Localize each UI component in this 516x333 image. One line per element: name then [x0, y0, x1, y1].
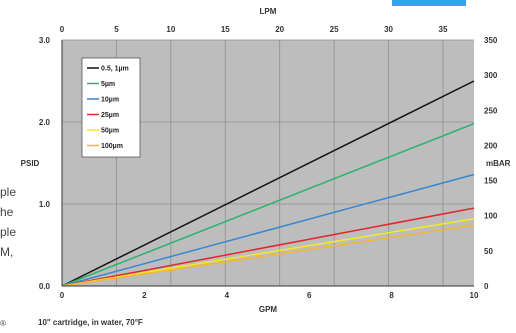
x-axis-title: GPM — [259, 305, 278, 314]
y-tick-label: 1.0 — [39, 200, 51, 209]
x-tick-label: 4 — [225, 291, 230, 300]
legend-label: 5µm — [101, 81, 115, 88]
edge-text-fragment: ple — [0, 225, 17, 239]
y2-tick-label: 250 — [484, 106, 498, 115]
footnote: 10" cartridge, in water, 70°F — [38, 318, 143, 327]
edge-text-fragment: he — [0, 205, 14, 219]
y-axis-title: PSID — [21, 159, 40, 168]
y2-tick-label: 200 — [484, 141, 498, 150]
x2-tick-label: 30 — [384, 25, 393, 34]
y-tick-label: 2.0 — [39, 118, 51, 127]
series-line — [61, 80, 475, 287]
x2-tick-label: 10 — [166, 25, 175, 34]
series-line — [61, 218, 475, 287]
x-tick-label: 0 — [60, 291, 65, 300]
edge-text-fragment: ® — [0, 319, 6, 328]
x-tick-label: 6 — [307, 291, 312, 300]
y2-axis-title: mBAR — [486, 159, 511, 168]
series-line — [61, 207, 475, 287]
x-tick-label: 8 — [389, 291, 394, 300]
legend-label: 25µm — [101, 112, 119, 119]
accent-bar — [392, 0, 466, 6]
legend-label: 100µm — [101, 143, 123, 150]
x2-tick-label: 35 — [439, 25, 448, 34]
y2-tick-label: 100 — [484, 212, 498, 221]
y2-tick-label: 0 — [484, 282, 489, 291]
x2-tick-label: 0 — [60, 25, 65, 34]
y-tick-label: 0.0 — [39, 282, 51, 291]
series-line — [61, 122, 475, 287]
legend: 0.5, 1µm 5µm 10µm 25µm 50µm 100µm — [81, 57, 141, 158]
y2-tick-label: 150 — [484, 177, 498, 186]
series-line — [61, 224, 475, 287]
x2-tick-label: 5 — [114, 25, 119, 34]
y2-tick-label: 50 — [484, 247, 493, 256]
series-line — [61, 173, 475, 287]
y-tick-label: 3.0 — [39, 36, 51, 45]
legend-label: 50µm — [101, 128, 119, 135]
y2-tick-label: 350 — [484, 36, 498, 45]
x2-tick-label: 25 — [330, 25, 339, 34]
x-tick-label: 2 — [142, 291, 147, 300]
legend-label: 0.5, 1µm — [101, 66, 129, 73]
legend-label: 10µm — [101, 97, 119, 104]
x2-tick-label: 20 — [275, 25, 284, 34]
x2-axis-title: LPM — [260, 7, 277, 16]
edge-text-fragment: M, — [0, 245, 14, 259]
legend-box — [81, 57, 141, 158]
edge-text-fragment: ple — [0, 185, 17, 199]
x-tick-label: 10 — [470, 291, 479, 300]
y2-tick-label: 300 — [484, 71, 498, 80]
x2-tick-label: 15 — [221, 25, 230, 34]
